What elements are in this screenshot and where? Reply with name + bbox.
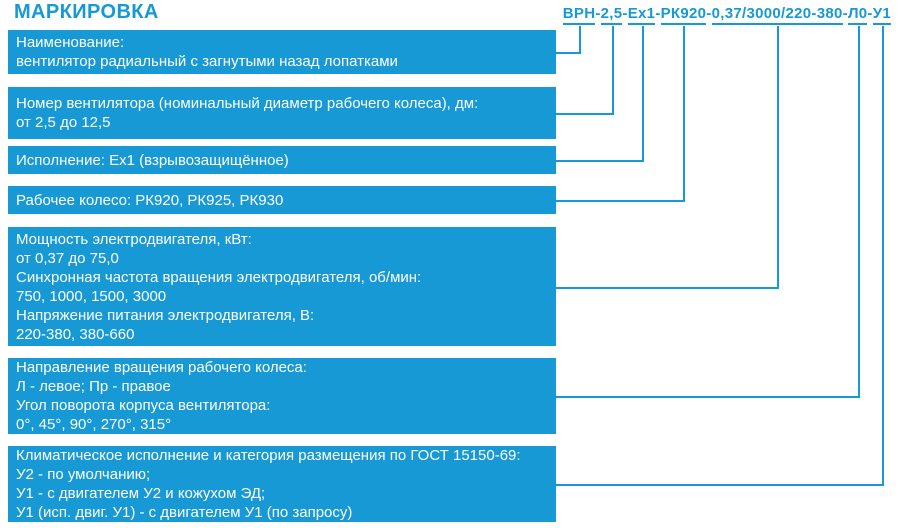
spec-line: У1 - с двигателем У2 и кожухом ЭД; — [16, 485, 266, 502]
spec-line: от 2,5 до 12,5 — [16, 114, 111, 131]
connector-line — [555, 287, 779, 289]
connector-line — [555, 200, 685, 202]
spec-line: Мощность электродвигателя, кВт: — [16, 230, 252, 248]
spec-line: Направление вращения рабочего колеса: — [16, 359, 307, 376]
code-segment-7: У1 — [872, 5, 891, 25]
spec-line: У1 (исп. двиг. У1) - с двигателем У1 (по… — [16, 504, 353, 521]
code-separator: - — [595, 5, 601, 22]
spec-line: Напряжение питания электродвигателя, В: — [16, 306, 315, 324]
spec-box-motor: Мощность электродвигателя, кВт: от 0,37 д… — [8, 227, 556, 346]
spec-line: Исполнение: Ex1 (взрывозащищённое) — [16, 151, 289, 169]
connector-line — [555, 52, 581, 54]
spec-line: вентилятор радиальный с загнутыми назад … — [16, 53, 398, 70]
code-separator: - — [655, 5, 661, 22]
page-title: МАРКИРОВКА — [14, 1, 159, 23]
spec-line: У2 - по умолчанию; — [16, 466, 151, 483]
connector-line — [858, 26, 860, 398]
spec-box-design-version: Исполнение: Ex1 (взрывозащищённое) — [8, 146, 556, 174]
code-segment-5: 0,37/3000/220-380 — [711, 5, 843, 25]
spec-box-rotation: Направление вращения рабочего колеса: Л -… — [8, 358, 556, 434]
code-separator: - — [842, 5, 848, 22]
code-separator: - — [706, 5, 712, 22]
spec-line: 0°, 45°, 90°, 270°, 315° — [16, 416, 172, 433]
connector-line — [777, 26, 779, 289]
spec-line: Рабочее колесо: РК920, РК925, РК930 — [16, 191, 284, 209]
code-segment-3: Ex1 — [627, 5, 656, 25]
spec-box-fan-number: Номер вентилятора (номинальный диаметр р… — [8, 87, 556, 139]
spec-line: от 0,37 до 75,0 — [16, 249, 119, 267]
connector-line — [642, 26, 644, 162]
spec-box-product-name: Наименование: вентилятор радиальный с заг… — [8, 30, 556, 74]
connector-line — [555, 396, 860, 398]
code-segment-2: 2,5 — [600, 5, 623, 25]
connector-line — [579, 26, 581, 54]
connector-line — [555, 113, 614, 115]
spec-line: Л - левое; Пр - правое — [16, 378, 171, 395]
spec-line: Климатическое исполнение и категория раз… — [16, 447, 521, 464]
code-separator: - — [622, 5, 628, 22]
connector-line — [683, 26, 685, 202]
spec-line: Синхронная частота вращения электродвига… — [16, 268, 422, 286]
code-segment-1: ВРН — [562, 5, 596, 25]
code-segment-4: РК920 — [660, 5, 707, 25]
connector-line — [555, 160, 644, 162]
spec-line: 750, 1000, 1500, 3000 — [16, 287, 167, 305]
connector-line — [882, 26, 884, 486]
spec-line: Наименование: — [16, 34, 125, 51]
product-code: ВРН-2,5-Ex1-РК920-0,37/3000/220-380-Л0-У… — [562, 5, 891, 25]
spec-line: Угол поворота корпуса вентилятора: — [16, 397, 271, 414]
connector-line — [612, 26, 614, 115]
spec-line: Номер вентилятора (номинальный диаметр р… — [16, 95, 479, 112]
connector-line — [555, 484, 884, 486]
code-separator: - — [867, 5, 873, 22]
code-segment-6: Л0 — [847, 5, 868, 25]
spec-box-climate: Климатическое исполнение и категория раз… — [8, 446, 556, 522]
spec-line: 220-380, 380-660 — [16, 325, 135, 343]
spec-box-impeller: Рабочее колесо: РК920, РК925, РК930 — [8, 186, 556, 214]
